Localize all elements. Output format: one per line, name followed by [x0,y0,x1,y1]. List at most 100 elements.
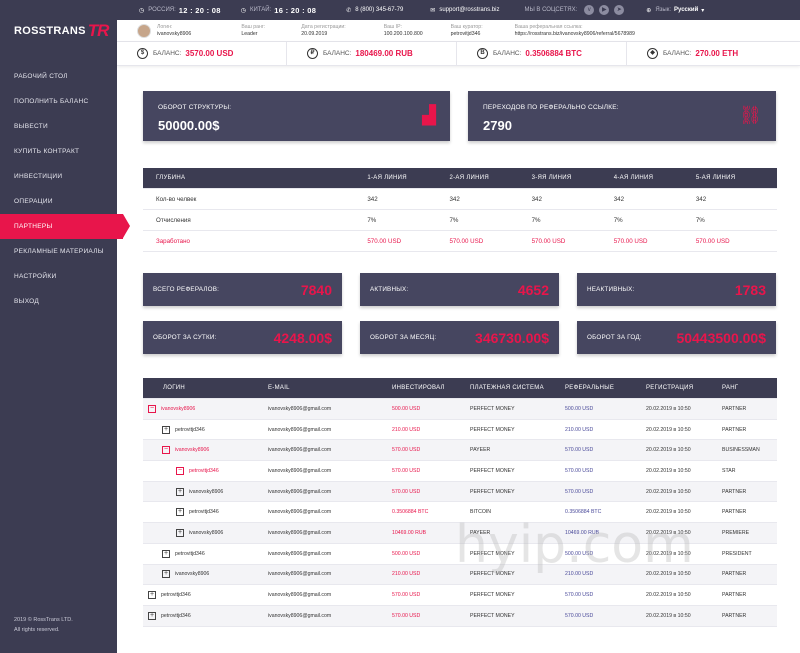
language-select[interactable]: ⊕ Язык: Русский ▾ [646,7,704,14]
partner-payment-system: PERFECT MONEY [470,426,515,433]
depth-cell: Заработано [156,237,190,245]
clock-icon: ◷ [240,7,246,14]
login-key: Логин: [157,23,173,30]
expand-icon[interactable]: + [176,487,184,496]
curator-value: petrovitjd346 [450,30,481,37]
partner-rank: PARTNER [722,509,747,516]
depth-cell: 342 [531,195,542,203]
table-row[interactable]: + ivanovsky8906 ivanovsky8906@gmail.com 210… [143,564,777,586]
referral-value[interactable]: https://rosstrans.biz/ivanovsky8906/refe… [514,30,635,37]
expand-icon[interactable]: + [148,591,156,600]
expand-icon[interactable]: + [162,570,170,579]
sidebar-item-investments[interactable]: ИНВЕСТИЦИИ [14,173,63,180]
partner-login-cell: − ivanovsky8906 [143,404,268,413]
partner-login: petrovitjd346 [189,509,219,516]
curator-key: Ваш куратор: [450,23,483,30]
header-email[interactable]: E-MAIL [268,385,290,391]
expand-icon[interactable]: + [148,611,156,620]
partner-rank: PREMIERE [722,529,750,536]
partner-login: ivanovsky8906 [175,571,210,578]
table-row[interactable]: − petrovitjd346 ivanovsky8906@gmail.com 570… [143,461,777,482]
partner-login-cell: + ivanovsky8906 [143,528,268,537]
balance-value: 270.00 ETH [695,49,739,58]
collapse-icon[interactable]: − [162,446,170,455]
expand-icon[interactable]: + [176,528,184,537]
depth-cell: 570.00 USD [449,237,484,245]
sidebar-item-dashboard[interactable]: РАБОЧИЙ СТОЛ [14,73,68,80]
header-payment-system[interactable]: ПЛАТЕЖНАЯ СИСТЕМА [470,385,544,391]
collapse-icon[interactable]: − [148,404,156,413]
clock-icon: ◷ [139,7,145,14]
header-referral[interactable]: РЕФЕРАЛЬНЫЕ [565,385,615,391]
partner-email: ivanovsky8906@gmail.com [268,488,332,495]
partner-referral: 210.00 USD [565,426,594,433]
partner-registration: 20.02.2019 в 10:50 [646,592,691,599]
depth-cell: 342 [613,195,625,203]
vk-icon[interactable]: v [584,5,595,15]
youtube-icon[interactable]: ▶ [599,5,610,15]
expand-icon[interactable]: + [176,508,184,517]
balance-label: БАЛАНС: [663,50,692,57]
table-row[interactable]: + ivanovsky8906 ivanovsky8906@gmail.com 104… [143,523,777,544]
table-row[interactable]: + petrovitjd346 ivanovsky8906@gmail.com 210… [143,420,777,441]
partner-login-cell: + ivanovsky8906 [143,487,268,496]
telegram-icon[interactable]: ➤ [614,5,625,15]
month-turnover-value: 346730.00$ [475,329,549,346]
china-clock: ◷ КИТАЙ: 16 : 20 : 08 [241,6,316,15]
social-label: МЫ В СОЦСЕТЯХ: [524,7,578,13]
collapse-icon[interactable]: − [176,466,184,475]
user-info-bar: Логин: ivanovsky8906 Ваш ранг: Leader Да… [117,20,800,42]
expand-icon[interactable]: + [162,549,170,558]
partner-email: ivanovsky8906@gmail.com [268,467,332,474]
table-row[interactable]: + petrovitjd346 ivanovsky8906@gmail.com 570… [143,605,777,627]
sidebar-item-buy-contract[interactable]: КУПИТЬ КОНТРАКТ [14,148,80,155]
logo[interactable]: ROSSTRANS TR [0,0,117,62]
day-turnover-value: 4248.00$ [273,329,332,346]
table-row[interactable]: − ivanovsky8906 ivanovsky8906@gmail.com 500… [143,399,777,420]
partner-referral: 570.00 USD [565,467,594,474]
header-registration[interactable]: РЕГИСТРАЦИЯ [646,385,694,391]
russia-clock: ◷ РОССИЯ: 12 : 20 : 08 [139,6,221,15]
sidebar-item-logout[interactable]: ВЫХОД [14,298,40,305]
partner-rank: PARTNER [722,488,747,495]
login-value: ivanovsky8906 [157,30,192,37]
support-email[interactable]: ✉ support@rosstrans.biz [430,7,502,14]
partner-payment-system: PERFECT MONEY [470,467,515,474]
active-referrals-value: 4652 [517,281,549,298]
sidebar-item-partners[interactable]: ПАРТНЕРЫ [0,214,130,239]
partner-login: ivanovsky8906 [175,447,210,454]
language-label: Язык: [655,7,672,13]
depth-row-count: Кол-во челвек 342 342 342 342 342 [143,189,777,210]
structure-turnover-card: ОБОРОТ СТРУКТУРЫ: 50000.00$ ▟ [143,91,450,141]
table-row[interactable]: + ivanovsky8906 ivanovsky8906@gmail.com 570… [143,481,777,503]
partner-rank: PARTNER [722,426,747,433]
partner-rank: PRESIDENT [722,550,752,557]
sidebar-item-operations[interactable]: ОПЕРАЦИИ [14,198,53,205]
top-bar: ◷ РОССИЯ: 12 : 20 : 08 ◷ КИТАЙ: 16 : 20 … [117,0,800,20]
table-row[interactable]: + petrovitjd346 ivanovsky8906@gmail.com 0.3… [143,502,777,524]
header-rank[interactable]: РАНГ [722,385,739,391]
partner-invested: 570.00 USD [392,612,421,619]
link-icon: ⛓ [739,105,762,125]
table-row[interactable]: − ivanovsky8906 ivanovsky8906@gmail.com 570… [143,440,777,462]
day-turnover-card: ОБОРОТ ЗА СУТКИ: 4248.00$ [143,321,342,354]
header-login[interactable]: ЛОГИН [163,385,185,391]
sidebar-item-settings[interactable]: НАСТРОЙКИ [14,273,57,280]
depth-header-cell: 3-ЯЯ ЛИНИЯ [531,175,572,181]
expand-icon[interactable]: + [162,425,170,434]
avatar[interactable] [137,23,151,38]
user-referral-link[interactable]: Ваша реферальная ссылка: https://rosstra… [515,24,635,38]
table-row[interactable]: + petrovitjd346 ivanovsky8906@gmail.com 570… [143,585,777,606]
partner-referral: 0.3506884 BTC [565,509,602,516]
sidebar-item-withdraw[interactable]: ВЫВЕСТИ [14,123,48,130]
user-rank: Ваш ранг: Leader [241,24,265,38]
sidebar-item-deposit[interactable]: ПОПОЛНИТЬ БАЛАНС [14,98,89,105]
bitcoin-icon: B [477,48,488,59]
table-row[interactable]: + petrovitjd346 ivanovsky8906@gmail.com 500… [143,544,777,565]
partner-login: petrovitjd346 [161,592,191,599]
header-invested[interactable]: ИНВЕСТИРОВАЛ [392,385,445,391]
partner-login: ivanovsky8906 [161,405,196,412]
phone[interactable]: ✆ 8 (800) 345-67-79 [346,7,406,14]
sidebar-item-promo[interactable]: РЕКЛАМНЫЕ МАТЕРИАЛЫ [14,248,104,255]
russia-time: 12 : 20 : 08 [178,5,221,15]
